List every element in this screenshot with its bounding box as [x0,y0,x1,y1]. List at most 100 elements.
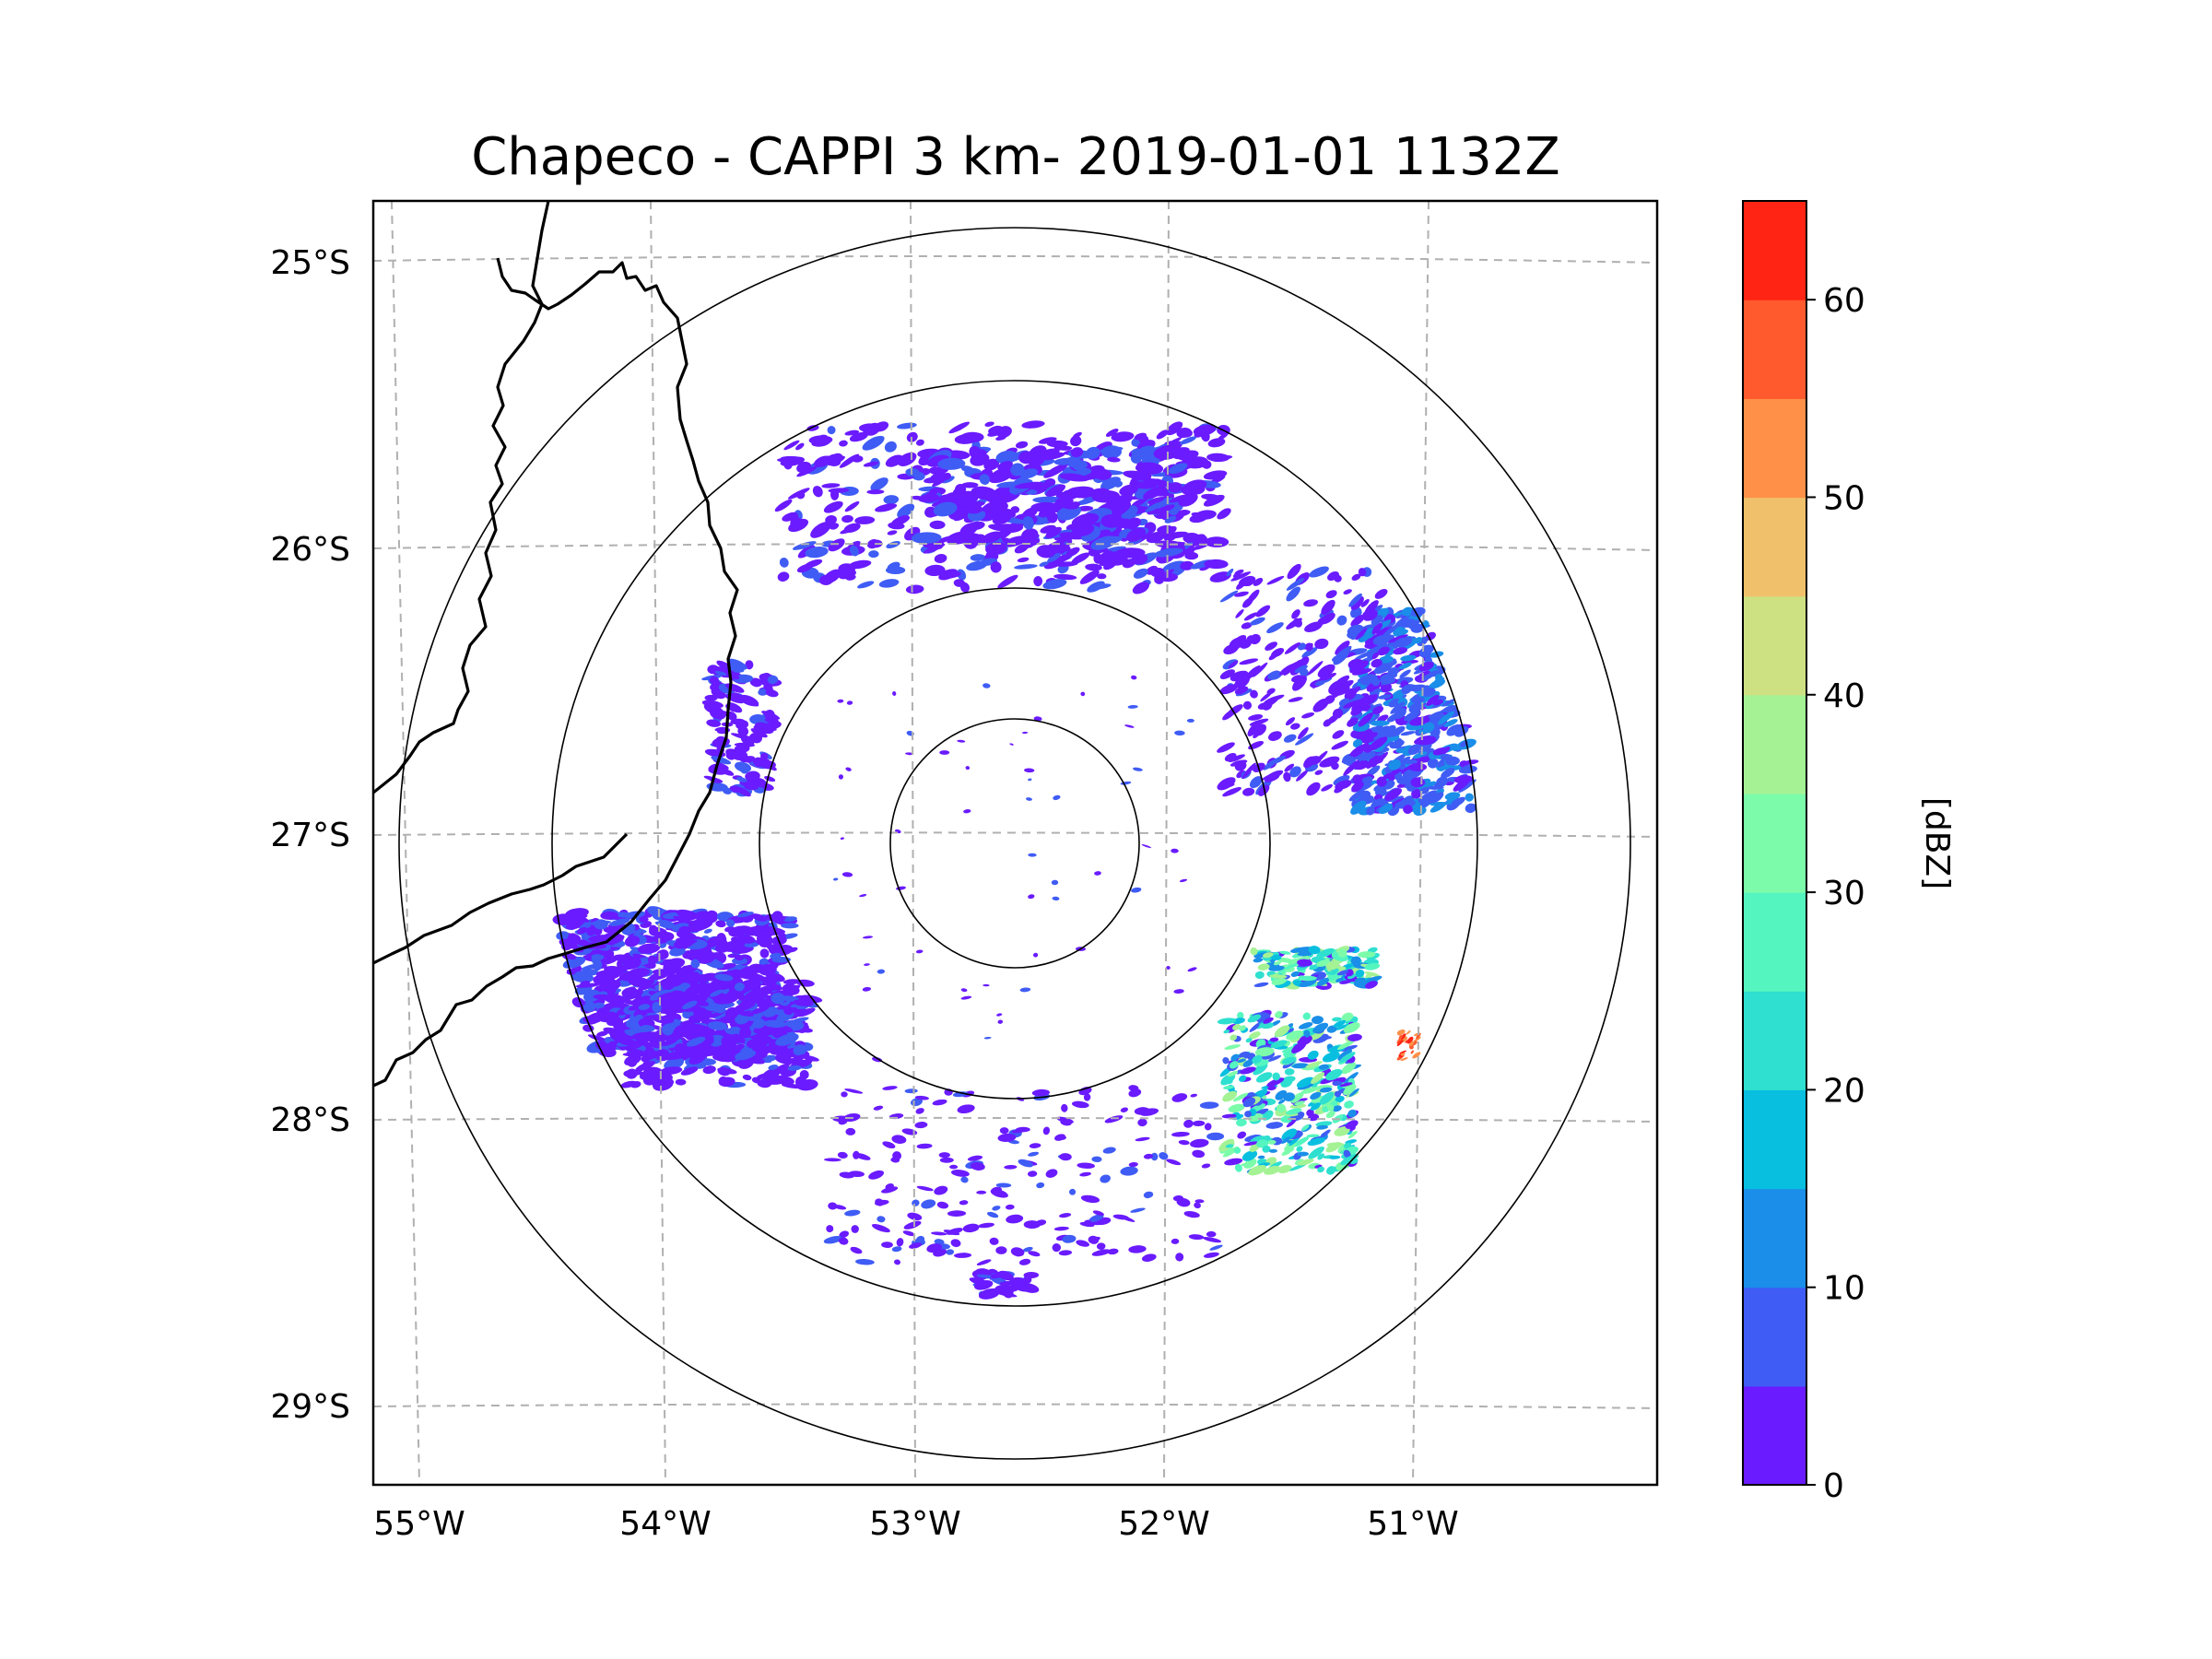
echo-cell [1085,563,1102,571]
echo-cell [952,1091,969,1098]
echo-cell [862,435,885,451]
echo-cell [1352,668,1372,676]
echo-cell [1345,1120,1359,1129]
echo-cell [1296,770,1309,782]
echo-cell [1217,777,1236,791]
echo-cell [1014,481,1045,489]
echo-cell [1147,496,1166,504]
echo-cell [854,516,876,524]
echo-cell [1380,682,1392,693]
echo-cell [1014,564,1038,570]
echo-cell [1270,1040,1288,1049]
echo-cell [1124,724,1135,728]
echo-cell [694,911,714,922]
echo-cell [946,1249,955,1255]
echo-cell [1139,435,1149,445]
echo-cell [1046,512,1058,524]
echo-cell [600,911,618,920]
echo-cell [960,1176,969,1183]
echo-cell [871,1224,890,1233]
echo-cell [997,1019,1004,1024]
echo-cell [1281,1136,1291,1144]
echo-cell [850,1246,863,1254]
echo-cell [1225,1144,1234,1148]
echo-cell [999,1127,1009,1135]
echo-cell [1257,963,1270,971]
echo-cell [874,421,889,432]
echo-cell [1283,734,1297,743]
echo-cell [1441,768,1455,779]
echo-cell [1406,1036,1414,1044]
graticule-lon-53 [910,201,916,1485]
echo-cell [1193,424,1216,436]
echo-cell [1246,635,1255,643]
colorbar-tick-label: 30 [1823,875,1865,912]
echo-cell [982,683,991,688]
echo-cell [1052,896,1060,901]
echo-cell [1137,1118,1147,1127]
echo-cell [1315,1121,1333,1127]
echo-cell [676,964,698,976]
echo-cell [1286,1030,1304,1041]
echo-cell [598,1043,613,1051]
echo-cell [745,660,754,670]
echo-cell [714,973,734,982]
echo-cell [1023,1275,1032,1284]
echo-cell [862,935,874,939]
echo-cell [1333,1019,1347,1028]
echo-cell [1010,506,1020,513]
echo-cell [1220,1073,1236,1086]
echo-cell [1015,441,1029,449]
echo-cell [796,563,813,573]
colorbar-bin [1743,991,1806,1090]
echo-cell [1230,759,1248,767]
echo-cell [1236,1118,1247,1127]
echo-cell [792,541,817,550]
echo-cell [992,1206,1001,1211]
echo-cell [621,987,638,997]
echo-cell [1463,759,1479,765]
echo-cell [1322,1052,1340,1063]
echo-cell [870,477,888,491]
echo-cell [620,998,640,1006]
range-ring-2 [759,587,1271,1100]
echo-cell [690,959,700,969]
echo-cell [982,983,990,987]
echo-cell [1166,965,1171,971]
echo-cell [911,532,942,545]
echo-cell [774,499,793,512]
echo-cell [1250,947,1258,956]
echo-cell [1071,512,1100,528]
echo-cell [1011,1128,1027,1134]
echo-cell [981,500,1002,512]
echo-cell [729,692,742,702]
echo-cell [1293,618,1302,628]
echo-cell [1143,1153,1154,1159]
echo-cell [1409,716,1430,726]
echo-cell [1350,595,1364,611]
echo-cell [1253,1063,1268,1076]
echo-cell [1088,1235,1100,1244]
echo-cell [1258,784,1270,796]
echo-cell [1275,1010,1283,1018]
graticule-lon-52 [1163,201,1170,1485]
echo-cell [1347,1033,1362,1041]
echo-cell [1282,961,1300,971]
echo-cell [950,1170,970,1177]
echo-cell [1354,650,1374,661]
echo-cell [1407,744,1421,755]
echo-cell [657,992,679,1001]
echo-cell [739,1027,752,1039]
echo-cell [710,709,726,720]
echo-cell [959,1200,969,1206]
echo-cell [844,1209,861,1217]
graticule-lat-27 [373,831,1657,838]
echo-cell [838,563,855,575]
echo-cell [1045,526,1062,539]
echo-cell [909,1242,923,1249]
colorbar-frame [1742,200,1807,1486]
echo-cell [1104,1115,1124,1124]
graticule-lat-28 [373,1116,1657,1123]
echo-cell [1411,788,1422,799]
echo-cell [750,1006,770,1015]
